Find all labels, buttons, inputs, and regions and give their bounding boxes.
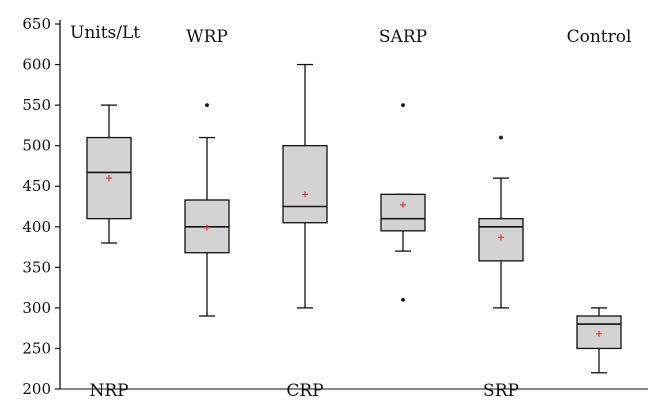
y-tick-label: 650	[22, 15, 51, 33]
iqr-box	[282, 145, 328, 224]
category-label: CRP	[286, 381, 323, 401]
box-control	[576, 307, 622, 374]
category-label: SRP	[483, 381, 519, 401]
y-tick-label: 250	[22, 339, 51, 357]
box-wrp	[184, 103, 230, 317]
outlier-point	[205, 103, 209, 108]
outlier-point	[401, 103, 405, 108]
box-sarp	[380, 103, 426, 302]
outlier-point	[401, 297, 405, 302]
category-label: SARP	[379, 27, 427, 47]
y-tick-label: 300	[22, 299, 51, 317]
y-tick-label: 600	[22, 56, 51, 74]
y-tick-label: 500	[22, 137, 51, 155]
y-axis: 200 250 300 350 400 450 500 550 600 650	[22, 15, 648, 398]
outlier-point	[499, 135, 503, 140]
box-crp	[282, 63, 328, 309]
y-tick-label: 350	[22, 258, 51, 276]
y-tick-label: 200	[22, 380, 51, 398]
category-label: NRP	[89, 381, 128, 401]
iqr-box	[86, 136, 132, 220]
y-tick-label: 550	[22, 96, 51, 114]
category-label: WRP	[186, 27, 228, 47]
category-labels: NRP WRP CRP SARP SRP Control	[89, 27, 631, 401]
iqr-box	[380, 193, 426, 232]
y-axis-unit-label: Units/Lt	[70, 23, 140, 43]
y-tick-label: 400	[22, 218, 51, 236]
box-nrp	[86, 104, 132, 244]
category-label: Control	[567, 27, 632, 47]
box-srp	[478, 135, 524, 309]
y-tick-label: 450	[22, 177, 51, 195]
box-series	[86, 63, 622, 374]
